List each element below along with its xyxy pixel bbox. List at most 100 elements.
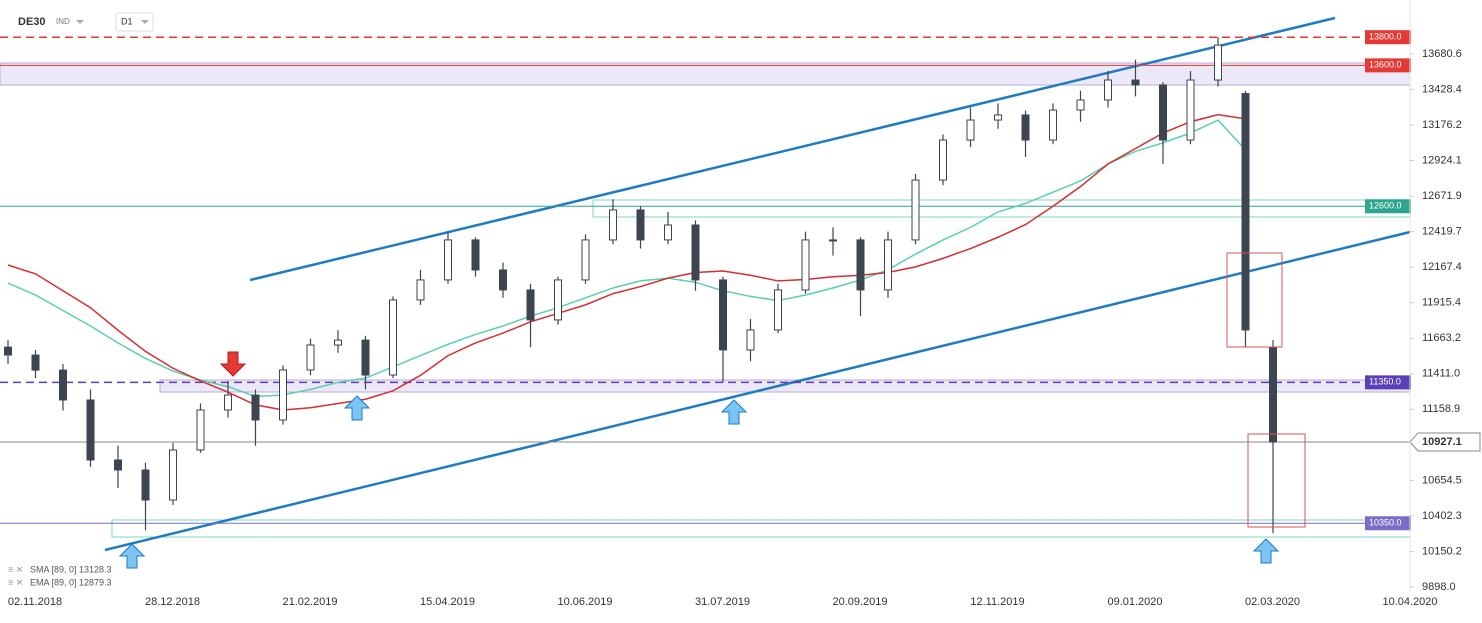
candle-body (169, 449, 177, 501)
candle-body (1241, 93, 1250, 331)
x-tick-label: 10.04.2020 (1382, 596, 1437, 608)
trend-line (249, 16, 1336, 282)
candle-body (499, 269, 507, 291)
y-tick-label: 12924.1 (1422, 155, 1462, 167)
market: IND (56, 17, 70, 26)
level-label: 13600.0 (1369, 60, 1402, 70)
x-tick-label: 12.11.2019 (970, 596, 1024, 608)
level-tag (1365, 199, 1411, 214)
candle-body (1269, 346, 1277, 443)
y-tick-label: 9898.0 (1422, 581, 1456, 593)
candle-body (911, 179, 920, 241)
resistance-zone (0, 62, 1411, 86)
candle-body (829, 239, 837, 242)
dropdown-icon[interactable] (76, 20, 84, 24)
candle-body (746, 329, 755, 351)
symbol: DE30 (18, 16, 46, 28)
x-tick-label: 15.04.2019 (420, 596, 475, 608)
legend-icon[interactable]: ≡ ✕ (8, 564, 23, 574)
y-tick-label: 12671.9 (1422, 190, 1462, 202)
candle-body (31, 354, 40, 371)
candle-body (224, 394, 232, 411)
x-tick-label: 10.06.2019 (557, 596, 612, 608)
interval-selector[interactable] (115, 12, 154, 32)
up-arrow (1252, 538, 1280, 564)
highlight-box (1226, 252, 1283, 348)
candle-body (554, 279, 562, 321)
highlight-box (1247, 433, 1306, 528)
y-tick-label: 10402.3 (1422, 510, 1462, 522)
candle-body (1159, 84, 1167, 141)
candle-body (251, 394, 260, 421)
candle-body (444, 239, 452, 281)
y-tick-label: 12419.7 (1422, 226, 1462, 238)
candle-body (361, 339, 370, 376)
candle-body (471, 239, 480, 271)
candle-body (196, 409, 205, 451)
level-label: 12600.0 (1369, 201, 1402, 211)
candle-body (1049, 109, 1057, 141)
candle-body (389, 299, 397, 376)
candle-body (691, 224, 700, 281)
x-tick-label: 31.07.2019 (695, 596, 750, 608)
candle-body (719, 279, 727, 351)
down-arrow (219, 351, 247, 377)
y-tick-label: 13680.6 (1422, 48, 1462, 60)
candle-body (1076, 99, 1085, 111)
up-arrow (720, 399, 748, 425)
legend-sma: SMA [89, 0] 13128.3 (30, 564, 112, 574)
candle-body (774, 289, 782, 331)
y-tick-label: 13428.4 (1422, 83, 1462, 95)
level-tag (1365, 58, 1411, 73)
y-tick-label: 13176.2 (1422, 119, 1462, 131)
candles (4, 37, 1277, 534)
candle-body (884, 239, 892, 291)
up-arrow (343, 395, 371, 421)
y-tick-label: 11915.4 (1422, 297, 1461, 309)
level-label: 13800.0 (1369, 32, 1402, 42)
level-tag (1365, 30, 1411, 45)
level-tag (1365, 516, 1411, 531)
last-price-label: 10927.1 (1422, 436, 1462, 448)
candle-body (856, 239, 865, 291)
candle-body (1214, 44, 1222, 81)
candle-body (636, 209, 645, 241)
candle-body (1186, 79, 1195, 141)
x-tick-label: 21.02.2019 (282, 596, 337, 608)
candle-body (114, 459, 122, 471)
interval: D1 (121, 16, 133, 26)
x-tick-label: 02.11.2018 (8, 596, 62, 608)
level-label: 11350.0 (1369, 377, 1401, 387)
candle-body (1021, 114, 1030, 141)
level-label: 10350.0 (1369, 518, 1402, 528)
x-tick-label: 20.09.2019 (832, 596, 887, 608)
candle-body (306, 344, 315, 371)
candle-body (334, 339, 342, 346)
candle-body (279, 369, 287, 421)
up-arrow (118, 543, 146, 569)
levels: 13800.0 13600.0 12600.0 11350.0 10350.0 10927… (0, 30, 1481, 531)
candle-body (526, 289, 535, 321)
legend-icon[interactable]: ≡ ✕ (8, 577, 23, 587)
candle-body (939, 139, 947, 181)
y-tick-label: 11158.9 (1422, 403, 1460, 415)
candle-body (416, 279, 425, 301)
moving-average (7, 113, 1246, 411)
y-tick-label: 11411.0 (1422, 368, 1460, 380)
y-tick-label: 10150.2 (1422, 545, 1462, 557)
dropdown-icon (141, 20, 149, 24)
level-tag (1365, 375, 1411, 390)
candle-body (59, 369, 67, 401)
candle-body (581, 239, 590, 281)
candle-body (4, 346, 12, 356)
x-tick-label: 09.01.2020 (1107, 596, 1162, 608)
candle-body (801, 239, 810, 291)
candle-body (1104, 79, 1112, 101)
legend-ema: EMA [89, 0] 12879.3 (30, 577, 112, 587)
candle-body (141, 469, 150, 501)
moving-average (7, 119, 1247, 398)
candle-body (994, 114, 1002, 121)
candle-body (86, 399, 95, 461)
